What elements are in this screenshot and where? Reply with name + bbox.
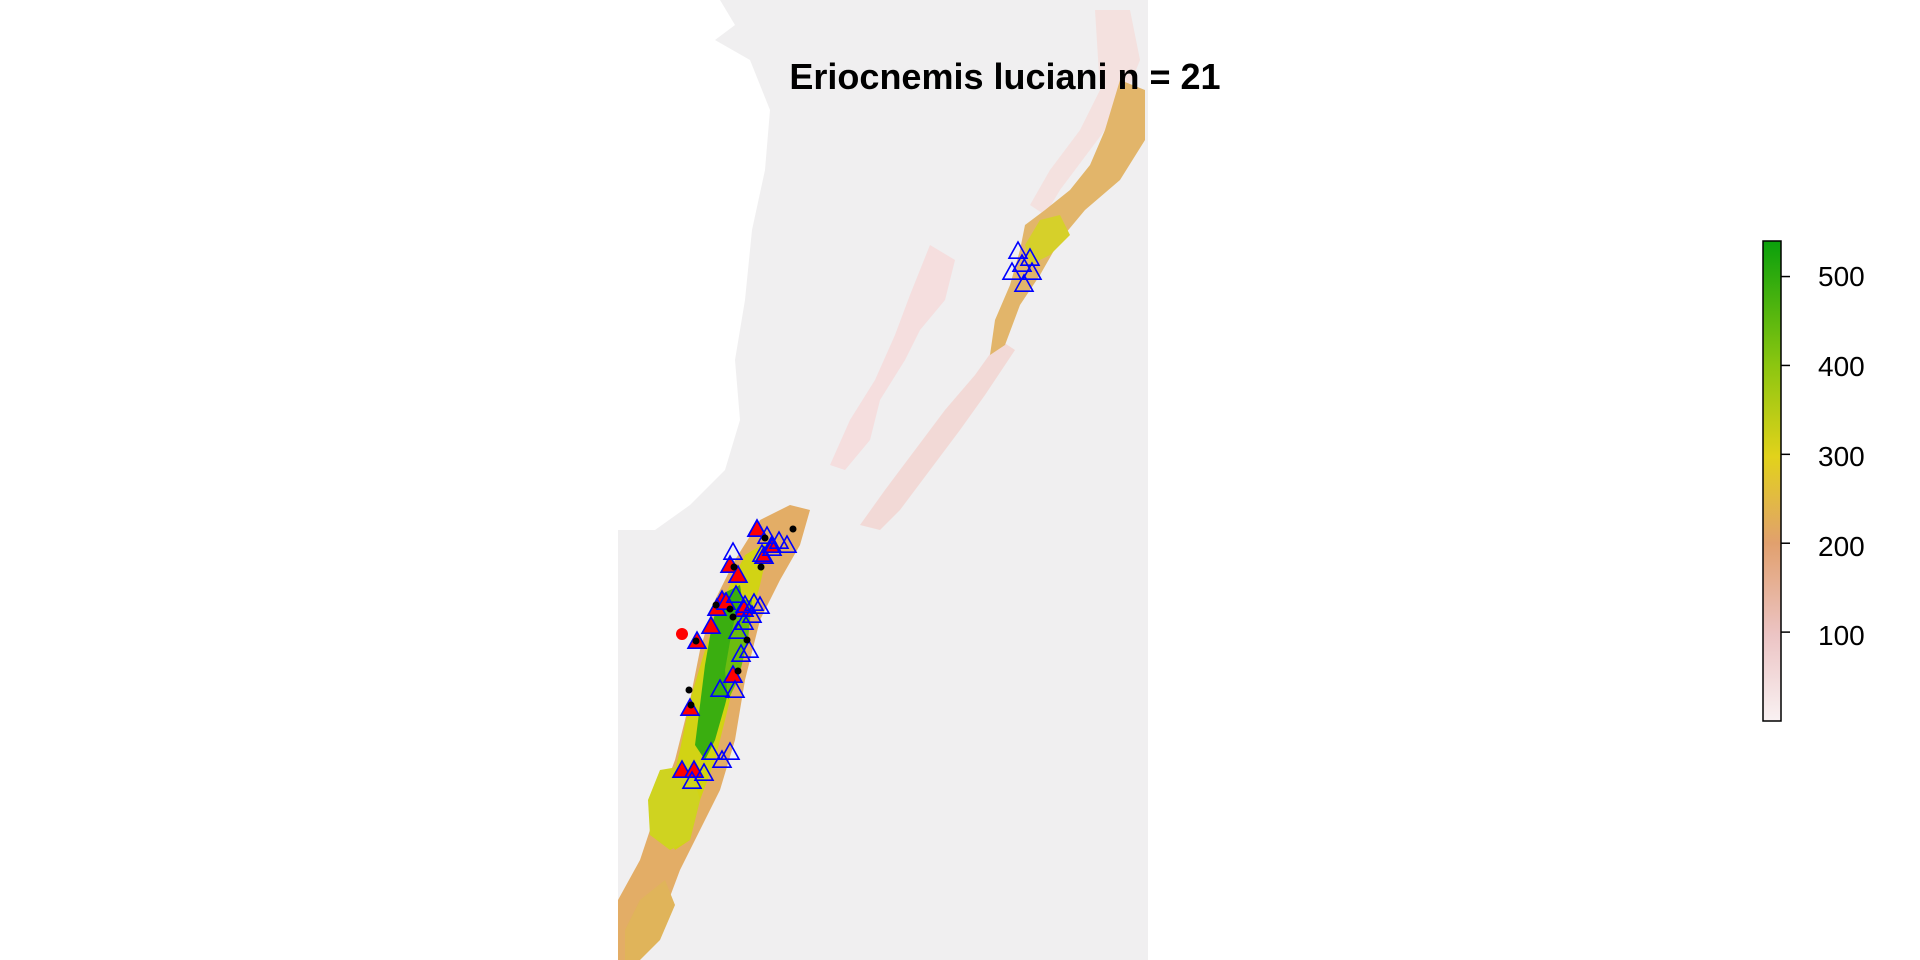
filled-triangle-marker	[700, 615, 722, 635]
open-triangle-marker	[1007, 240, 1029, 260]
open-triangle-marker	[724, 679, 746, 699]
open-triangle-marker	[738, 639, 760, 659]
open-triangle-marker	[751, 543, 773, 563]
open-triangle-marker	[1021, 261, 1043, 281]
open-triangle-marker	[734, 594, 756, 614]
black-dot-marker	[726, 605, 734, 613]
black-dot-marker	[743, 636, 751, 644]
legend-tick-label-300: 300	[1818, 441, 1865, 472]
open-triangle-marker	[700, 741, 722, 761]
northern-range	[990, 80, 1145, 355]
black-dot-marker	[761, 534, 769, 542]
black-dot-marker	[757, 563, 765, 571]
low-suitability-ridge-2	[860, 340, 1015, 530]
red-dot-marker	[676, 628, 688, 640]
open-triangle-marker	[693, 762, 715, 782]
open-triangle-marker	[749, 595, 771, 615]
legend-tick-label-500: 500	[1818, 261, 1865, 292]
filled-triangle-marker	[715, 591, 737, 611]
open-triangle-marker	[776, 534, 798, 554]
open-triangle-marker	[1001, 261, 1023, 281]
legend-ticks	[1781, 275, 1790, 633]
open-triangle-marker	[741, 604, 763, 624]
open-triangle-marker	[719, 741, 741, 761]
map-title: Eriocnemis luciani n = 21	[789, 56, 1221, 97]
low-suitability-ridge-1	[830, 245, 955, 470]
northern-range-core	[1025, 215, 1070, 265]
low-suitability-ridge-3	[1030, 10, 1140, 215]
filled-triangle-marker	[727, 564, 749, 584]
open-triangle-marker	[746, 518, 768, 538]
black-dot-marker	[789, 525, 797, 533]
black-dot-marker	[685, 686, 693, 694]
ocean-area	[618, 0, 770, 530]
legend-tick-label-400: 400	[1818, 351, 1865, 382]
open-triangle-marker	[725, 584, 747, 604]
legend-tick-label-200: 200	[1818, 531, 1865, 562]
open-triangle-marker	[722, 541, 744, 561]
open-triangle-marker	[709, 678, 731, 698]
occurrence-markers	[671, 240, 1043, 790]
southern-range-lower	[648, 765, 700, 850]
open-triangle-marker	[730, 643, 752, 663]
black-dot-marker	[692, 637, 700, 645]
open-triangle-marker	[733, 611, 755, 631]
open-triangle-marker	[1013, 273, 1035, 293]
open-triangle-marker	[761, 537, 783, 557]
black-dot-marker	[729, 613, 737, 621]
open-triangle-marker	[756, 525, 778, 545]
open-triangle-marker	[727, 620, 749, 640]
open-triangle-marker	[681, 770, 703, 790]
legend-color-bar	[1762, 240, 1782, 722]
black-dot-marker	[712, 601, 720, 609]
legend-tick-label-100: 100	[1818, 620, 1865, 651]
southern-tail	[625, 880, 675, 960]
open-triangle-marker	[768, 530, 790, 550]
black-dot-marker	[730, 563, 738, 571]
black-dot-marker	[734, 667, 742, 675]
open-triangle-marker	[1011, 253, 1033, 273]
black-dot-marker	[687, 701, 695, 709]
